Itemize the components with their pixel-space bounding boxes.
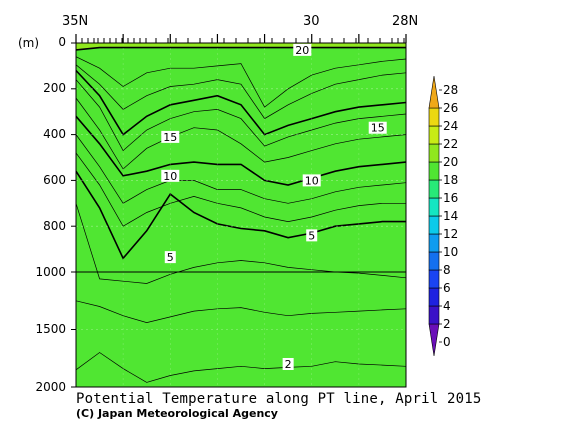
y-tick-0: 0 [58,35,66,49]
colorbar-label-8: 8 [443,263,451,277]
colorbar-seg-10 [428,143,440,163]
colorbar-seg-6 [428,215,440,235]
y-unit-label: (m) [18,36,40,50]
isotherm-14 [76,79,406,152]
colorbar-label-12: 12 [443,227,458,241]
colorbar-seg-13 [428,75,440,109]
x-label-28n: 28N [392,14,419,29]
colorbar-seg-4 [428,251,440,271]
colorbar-seg-0 [428,323,440,357]
contour-label-bg-2 [368,121,387,134]
band-warm-surface [76,43,406,50]
colorbar-seg-7 [428,197,440,217]
isotherm-lines [76,46,406,383]
colorbar-seg-8 [428,179,440,199]
colorbar-seg-5 [428,233,440,253]
contour-label-7: 2 [285,358,292,371]
isotherm-20 [76,46,406,51]
x-label-30: 30 [303,14,320,29]
y-tick-800: 800 [43,219,66,233]
colorbar-seg-1 [428,305,440,325]
contour-label-bg-4 [302,174,321,187]
contour-label-bg-5 [164,251,176,264]
y-tick-2000: 2000 [35,380,66,394]
colorbar-seg-2 [428,287,440,307]
isotherm-8 [76,134,406,204]
contour-label-2: 15 [371,122,385,135]
contour-label-6: 5 [308,229,315,242]
colorbar-seg-3 [428,269,440,289]
colorbar-label-18: 18 [443,173,458,187]
grid-lines [76,43,406,387]
colorbar-label-22: 22 [443,137,458,151]
chart-title: Potential Temperature along PT line, Apr… [76,391,482,407]
colorbar-label-24: 24 [443,119,458,133]
contour-label-bg-7 [282,358,294,370]
axes [71,34,407,388]
y-tick-400: 400 [43,127,66,141]
contour-label-1: 15 [163,131,177,144]
y-tick-1000: 1000 [35,265,66,279]
band-below-20 [76,47,406,387]
colorbar-seg-9 [428,161,440,181]
colorbar-label-6: 6 [443,281,451,295]
colorbar-seg-11 [428,125,440,145]
colorbar-label-0: 0 [443,335,451,349]
colorbar-label-20: 20 [443,155,458,169]
y-tick-600: 600 [43,173,66,187]
isotherm-15 [76,69,406,136]
colorbar-label-26: 26 [443,101,458,115]
colorbar-label-14: 14 [443,209,458,223]
colorbar-seg-12 [428,107,440,127]
y-tick-1500: 1500 [35,322,66,336]
contour-label-4: 10 [305,174,319,187]
x-label-35n: 35N [62,14,89,29]
isotherm-12 [76,97,406,170]
contour-label-5: 5 [167,251,174,264]
isotherm-5 [76,170,406,260]
isotherm-2 [76,352,406,383]
credit-line: (C) Japan Meteorological Agency [76,407,278,420]
contour-label-bg-0 [293,43,312,56]
contour-label-bg-6 [306,229,318,242]
contour-label-bg-1 [161,130,180,143]
isotherm-3 [76,300,406,323]
plot-frame [75,42,407,388]
isotherm-18 [76,56,406,108]
temperature-bands [76,43,406,387]
colorbar-label-4: 4 [443,299,451,313]
isotherm-16 [76,64,406,120]
y-tick-200: 200 [43,81,66,95]
colorbar-label-10: 10 [443,245,458,259]
contour-labels: 20 15 15 10 10 5 5 2 [161,43,387,371]
isotherm-10 [76,115,406,186]
contour-label-3: 10 [163,170,177,183]
contour-label-0: 20 [295,44,309,57]
colorbar-label-28: 28 [443,83,458,97]
colorbar-label-2: 2 [443,317,451,331]
isotherm-6 [76,152,406,227]
contour-label-bg-3 [161,169,180,182]
isotherm-4 [76,203,406,284]
colorbar-label-16: 16 [443,191,458,205]
